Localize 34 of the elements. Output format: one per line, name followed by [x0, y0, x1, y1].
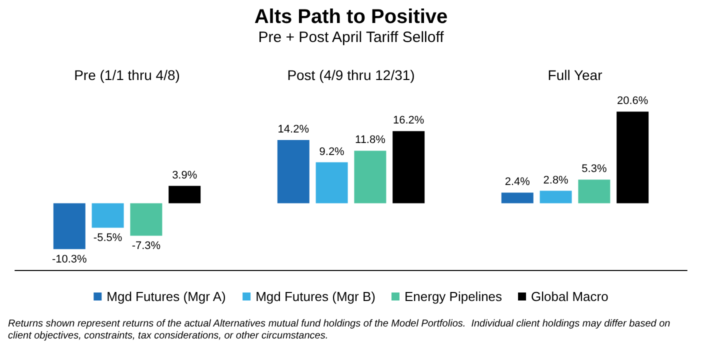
- data-label: 5.3%: [582, 163, 607, 176]
- data-label: 2.8%: [543, 174, 569, 186]
- data-label: 16.2%: [393, 114, 424, 127]
- data-label: 2.4%: [504, 176, 530, 188]
- legend-label: Energy Pipelines: [404, 289, 503, 304]
- data-label: 3.9%: [172, 169, 198, 182]
- data-label: 11.8%: [355, 134, 386, 146]
- legend-label: Mgd Futures (Mgr B): [256, 289, 376, 304]
- x-tick-label: Post (4/9 thru 12/31): [287, 67, 415, 83]
- chart-title: Alts Path to Positive: [254, 6, 448, 28]
- data-label: 20.6%: [617, 95, 648, 108]
- x-tick-label: Pre (1/1 thru 4/8): [74, 67, 180, 83]
- bar: [392, 131, 425, 204]
- bar: [616, 112, 649, 204]
- data-label: -5.5%: [93, 232, 122, 244]
- data-label: 9.2%: [319, 146, 345, 158]
- text: Returns shown represent returns of the actual Alternatives mutual fund holdings of the Model Portfolios. Individual client holdings may differ based on client objectives, constraints, tax considerations, or other circumstances.: [8, 318, 673, 342]
- bar: [501, 192, 534, 204]
- data-label: -7.3%: [132, 240, 161, 252]
- bar: [130, 203, 162, 236]
- legend-label: Mgd Futures (Mgr A): [106, 289, 226, 304]
- data-label: -10.3%: [52, 254, 88, 266]
- data-label: 14.2%: [278, 124, 310, 136]
- bar: [53, 203, 86, 250]
- bar: [540, 190, 572, 204]
- bar: [92, 203, 124, 228]
- bar: [277, 140, 310, 204]
- bar: [578, 180, 610, 204]
- bar: [168, 186, 201, 204]
- chart-subtitle: Pre + Post April Tariff Selloff: [258, 29, 445, 46]
- bar: [316, 162, 348, 204]
- legend-label: Global Macro: [531, 289, 608, 304]
- x-tick-label: Full Year: [548, 67, 603, 83]
- bar: [354, 150, 386, 204]
